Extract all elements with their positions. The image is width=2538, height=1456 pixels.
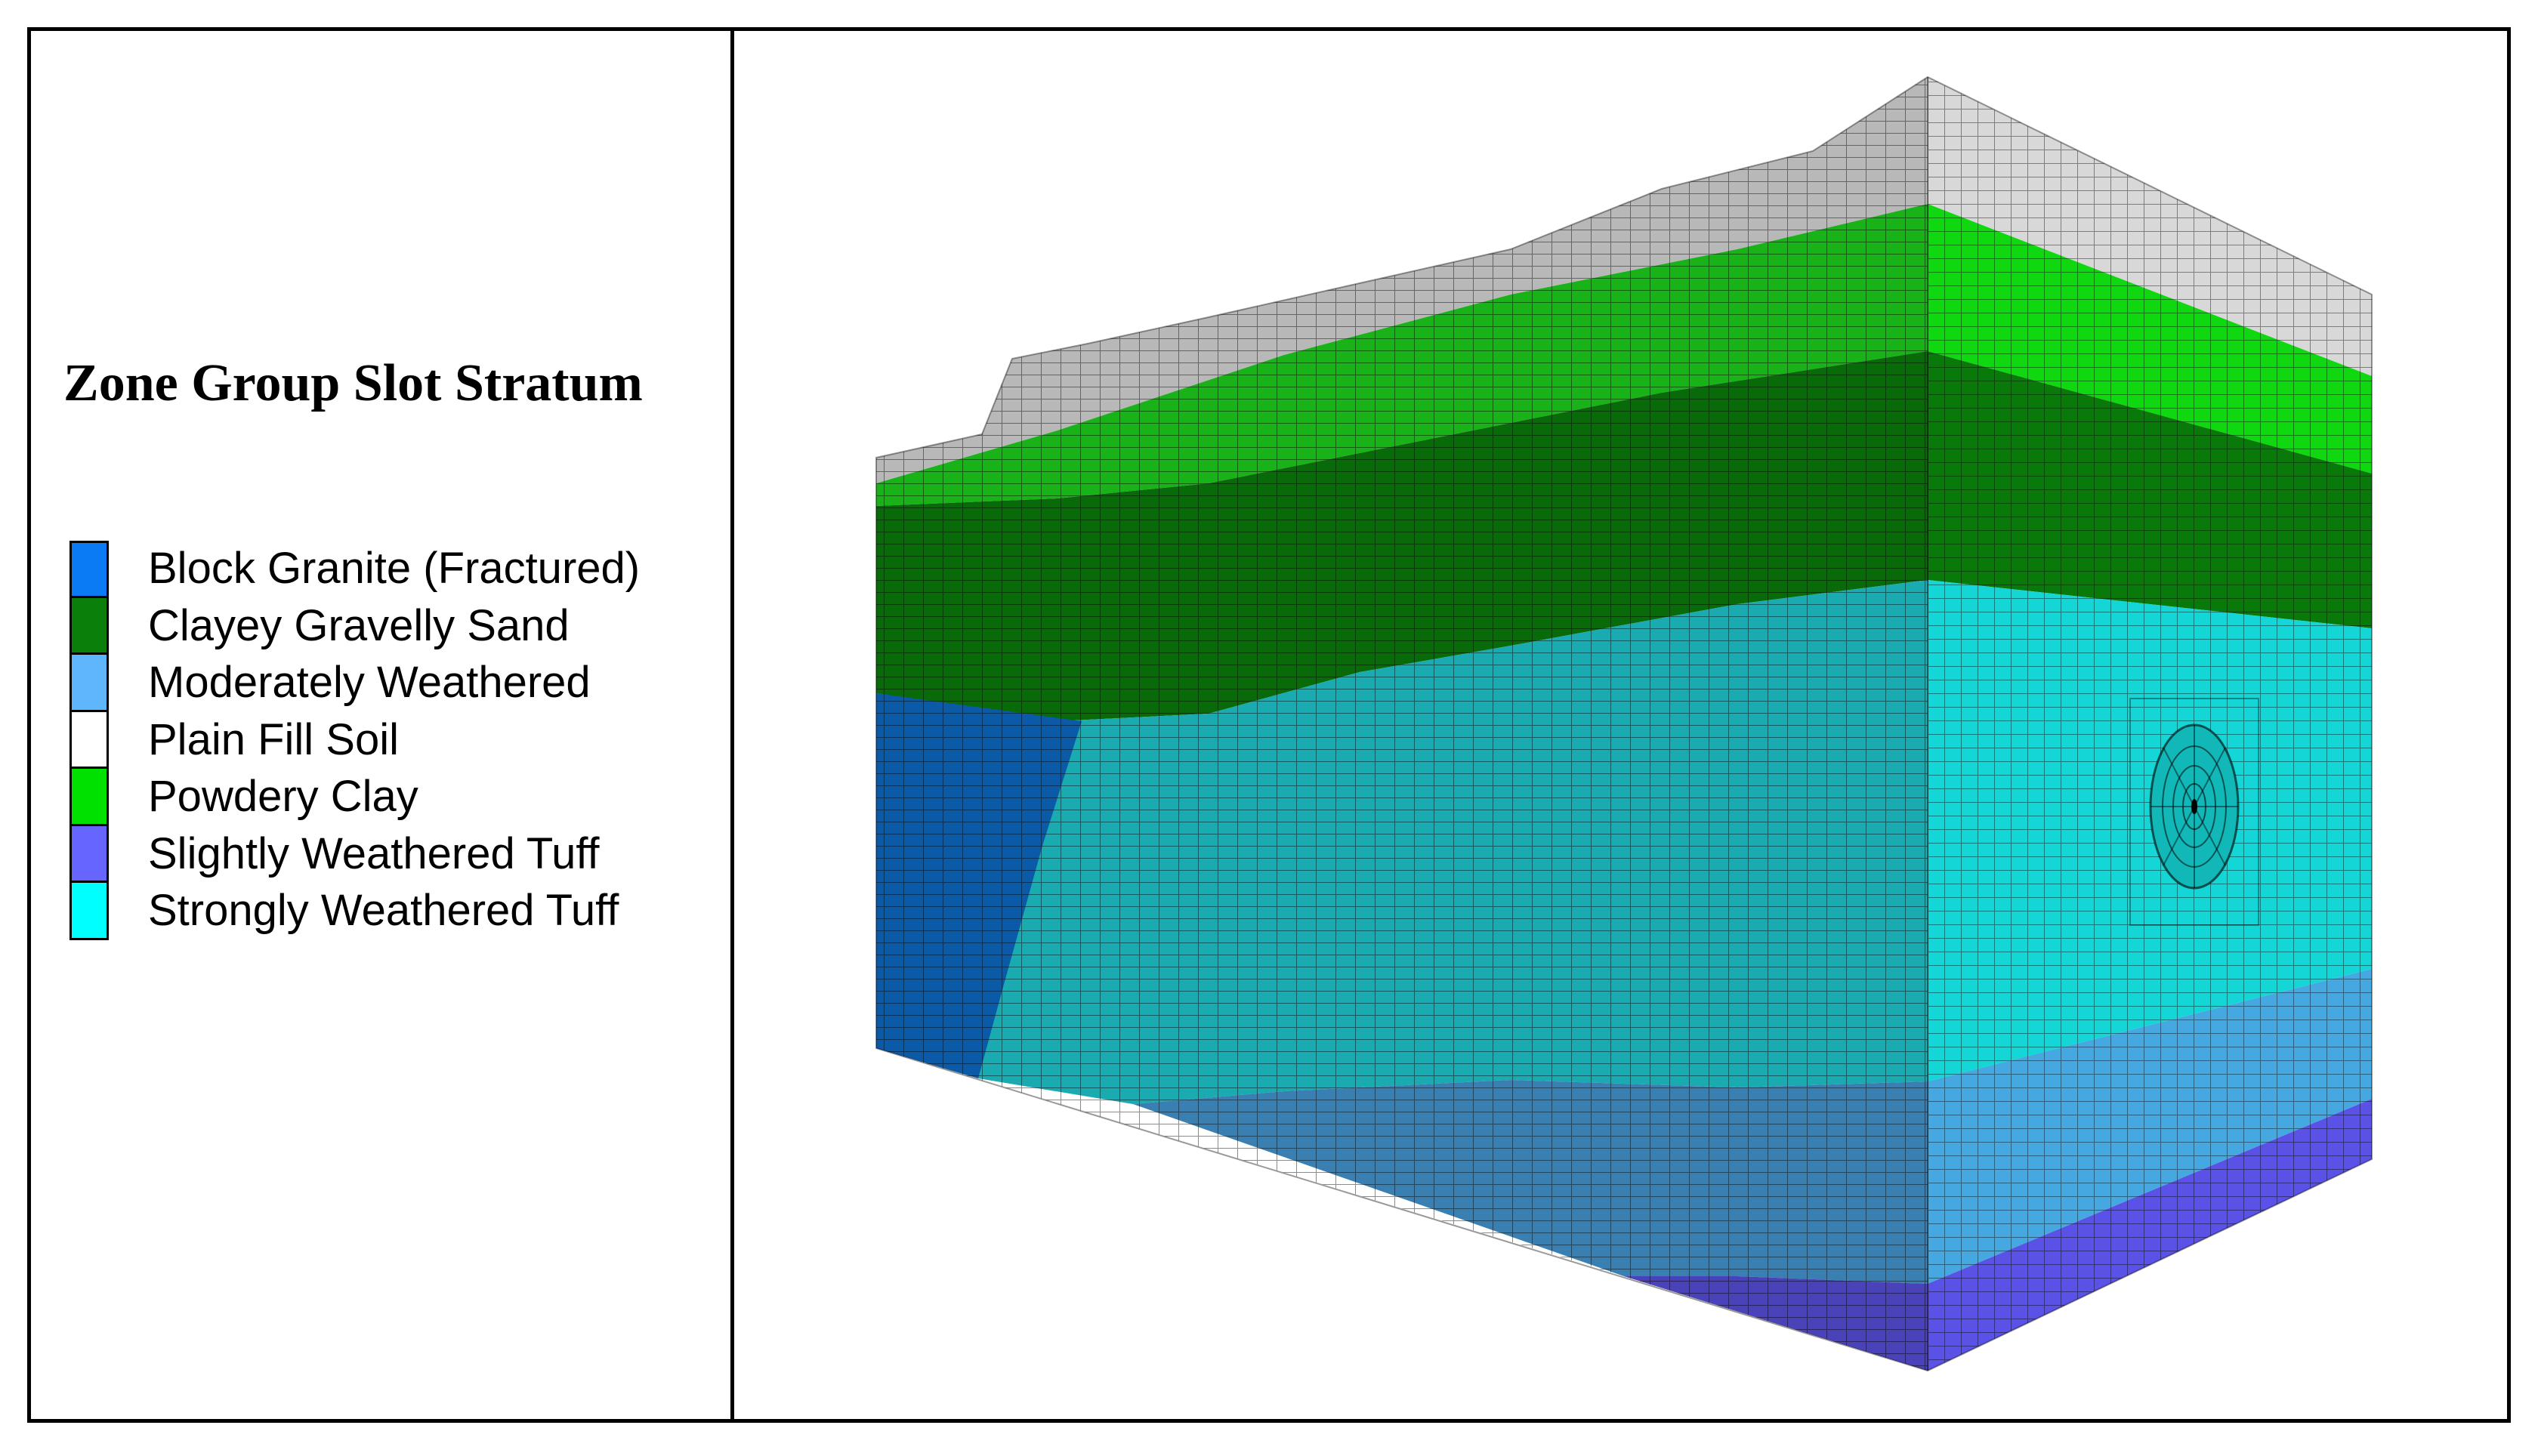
panel-divider	[730, 30, 734, 1420]
legend-item-strongly-weathered-tuff: Strongly Weathered Tuff	[69, 883, 727, 940]
legend-swatch	[69, 825, 109, 883]
legend-item-plain-fill-soil: Plain Fill Soil	[69, 711, 727, 769]
legend-label: Plain Fill Soil	[148, 714, 399, 764]
legend-item-powdery-clay: Powdery Clay	[69, 769, 727, 826]
right-face	[1928, 77, 2372, 1371]
legend-label: Slightly Weathered Tuff	[148, 828, 600, 878]
legend-swatch	[69, 541, 109, 598]
legend-swatch	[69, 597, 109, 655]
tunnel-icon	[2129, 698, 2259, 926]
legend-label: Block Granite (Fractured)	[148, 544, 641, 593]
legend-item-block-granite: Block Granite (Fractured)	[69, 541, 727, 598]
left-face	[876, 77, 1928, 1371]
meshed-3d-stratum-block-icon	[875, 76, 2373, 1372]
legend-swatch	[69, 711, 109, 769]
legend-label: Moderately Weathered	[148, 658, 591, 707]
legend-item-clayey-gravelly-sand: Clayey Gravelly Sand	[69, 597, 727, 655]
legend-item-moderately-weathered: Moderately Weathered	[69, 655, 727, 712]
legend-label: Powdery Clay	[148, 772, 418, 821]
legend-item-slightly-weathered-tuff: Slightly Weathered Tuff	[69, 825, 727, 883]
legend-title: Zone Group Slot Stratum	[63, 354, 643, 412]
legend-label: Clayey Gravelly Sand	[148, 600, 570, 650]
legend-swatch	[69, 883, 109, 940]
legend-swatch	[69, 655, 109, 712]
legend: Block Granite (Fractured) Clayey Gravell…	[69, 541, 727, 940]
legend-label: Strongly Weathered Tuff	[148, 886, 619, 935]
legend-swatch	[69, 769, 109, 826]
